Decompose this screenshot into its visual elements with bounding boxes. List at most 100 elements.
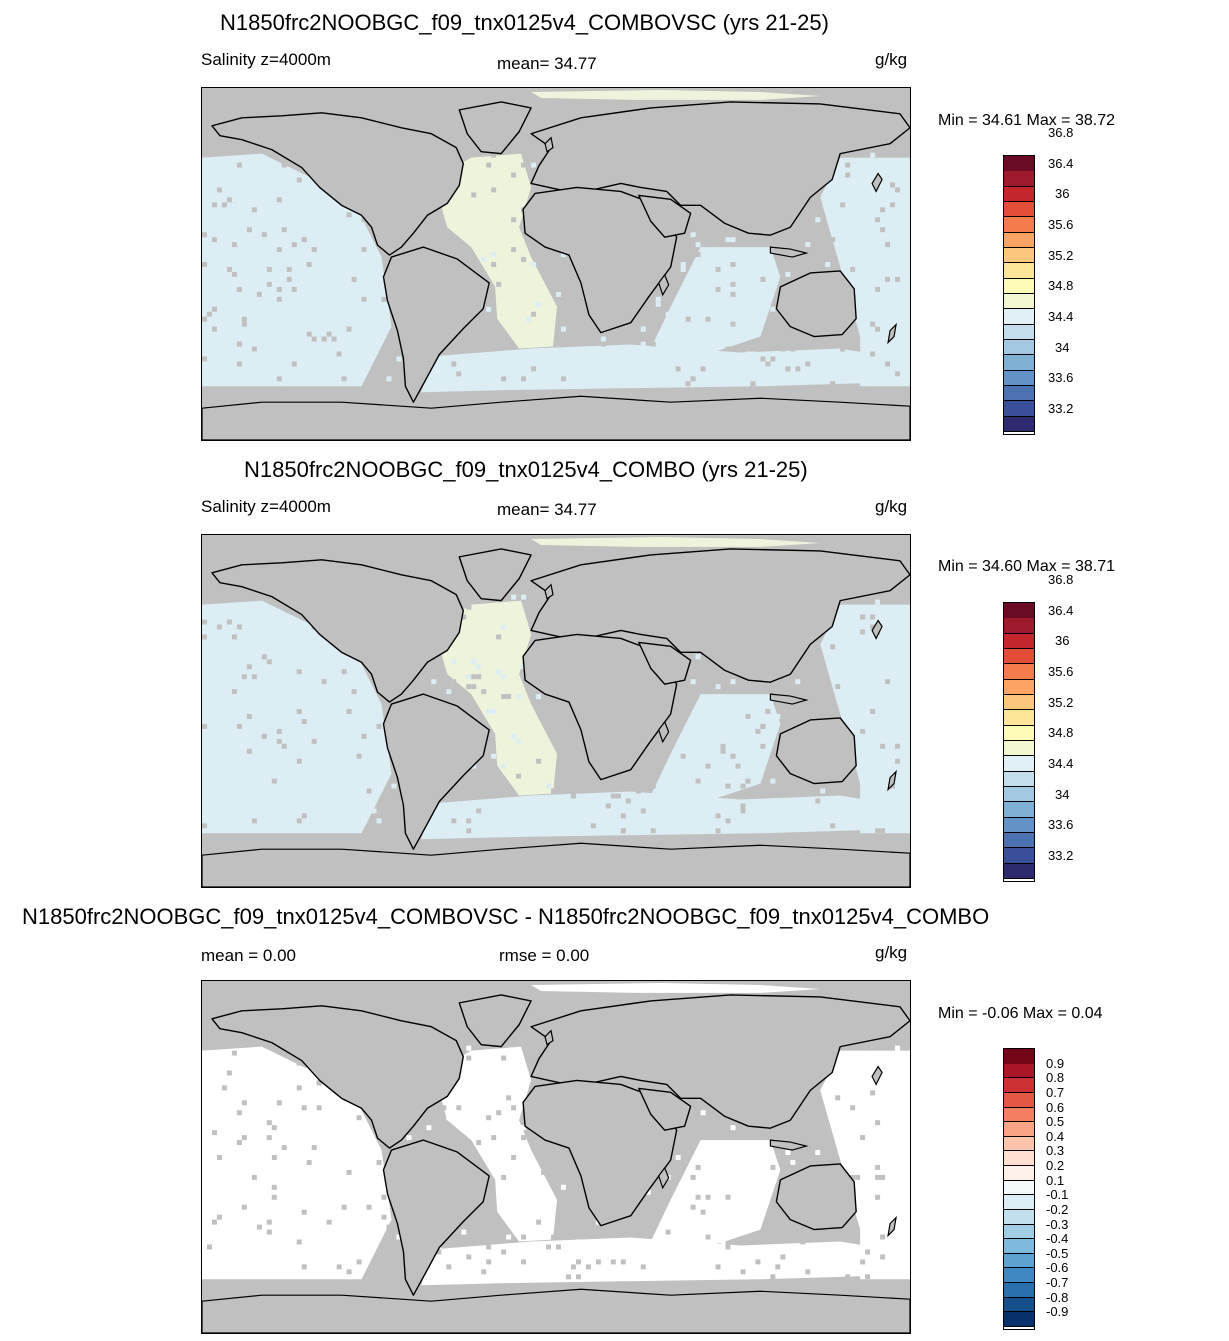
colorbar-box (1004, 232, 1034, 248)
uk-island (544, 136, 554, 153)
colorbar-tick-label: 34.8 (1048, 278, 1074, 294)
colorbar-box (1004, 401, 1034, 417)
colorbar-box (1004, 741, 1034, 757)
new-zealand-island (887, 769, 897, 792)
panel-3-rmse-label: rmse = 0.00 (499, 946, 590, 965)
colorbar-box (1004, 171, 1034, 187)
colorbar-box (1004, 1312, 1034, 1327)
colorbar-tick-label: -0.6 (1046, 1260, 1069, 1276)
colorbar-box (1004, 771, 1034, 787)
colorbar-box (1004, 1166, 1034, 1181)
panel-1-mean-label: mean= 34.77 (497, 54, 597, 73)
colorbar-box (1004, 1151, 1034, 1167)
indian-basin (650, 247, 781, 357)
colorbar-tick-label: 36.4 (1048, 602, 1074, 618)
arctic-strip (531, 982, 821, 993)
panel-2-variable-label: Salinity z=4000m (201, 497, 331, 516)
indonesia-islands (769, 246, 809, 258)
colorbar-tick-label: 0.1 (1046, 1172, 1065, 1188)
world-map-svg (202, 535, 910, 887)
new-zealand-island (887, 322, 897, 345)
colorbar-box (1004, 1107, 1034, 1123)
panel-1-minmax: Min = 34.61 Max = 38.72 (938, 112, 1115, 129)
arctic-strip (531, 89, 821, 100)
colorbar-tick-label: 0.3 (1046, 1143, 1065, 1159)
colorbar-tick-label: 0.8 (1046, 1070, 1065, 1086)
panel-1-units: g/kg (875, 50, 908, 69)
colorbar-tick-label: 35.2 (1048, 247, 1074, 263)
colorbar-box (1004, 386, 1034, 402)
arabia-landmass (638, 194, 692, 238)
colorbar-tick-label: -0.3 (1046, 1216, 1069, 1232)
colorbar-box (1004, 355, 1034, 371)
colorbar-box (1004, 186, 1034, 202)
colorbar-tick-label: 34.4 (1048, 309, 1074, 324)
pacific-basin (202, 1046, 392, 1280)
panel-1-colorbar (1003, 155, 1035, 435)
colorbar-tick-label: -0.4 (1046, 1231, 1069, 1247)
japan-island (871, 619, 883, 640)
colorbar-tick-label: -0.9 (1046, 1304, 1069, 1320)
australia-landmass (775, 1163, 857, 1231)
southern-basin (421, 791, 901, 840)
antarctica-landmass (202, 842, 910, 887)
japan-island (871, 1065, 883, 1086)
colorbar-box (1004, 248, 1034, 264)
australia-landmass (775, 717, 857, 785)
africa-landmass (522, 633, 678, 781)
colorbar-box (1004, 679, 1034, 695)
colorbar-box (1004, 725, 1034, 741)
colorbar-tick-label: -0.8 (1046, 1289, 1069, 1305)
panel-3-mean-label: mean = 0.00 (201, 946, 296, 965)
colorbar-box (1004, 633, 1034, 649)
colorbar-tick-label: 34 (1055, 339, 1070, 355)
colorbar-box (1004, 1239, 1034, 1254)
pacific-basin-east (820, 157, 910, 387)
colorbar-box (1004, 618, 1034, 634)
colorbar-box (1004, 340, 1034, 356)
africa-landmass (522, 186, 678, 334)
colorbar-tick-label: 36.8 (1048, 572, 1074, 587)
south-america-landmass (382, 693, 490, 850)
africa-landmass (522, 1079, 678, 1227)
panel-2-colorbar (1003, 602, 1035, 882)
colorbar-box (1004, 278, 1034, 294)
indonesia-islands (769, 693, 809, 705)
panel-3-map (201, 980, 911, 1334)
atlantic-basin (433, 153, 557, 349)
colorbar-box (1004, 1209, 1034, 1225)
panel-2-mean-label: mean= 34.77 (497, 500, 597, 519)
colorbar-tick-label: -0.1 (1046, 1187, 1069, 1203)
eurasia-landmass (530, 994, 910, 1129)
southern-basin (421, 1237, 901, 1286)
panel-3-colorbar (1003, 1048, 1035, 1330)
uk-island (544, 583, 554, 600)
colorbar-box (1004, 294, 1034, 310)
colorbar-tick-label: -0.2 (1046, 1201, 1069, 1217)
colorbar-box (1004, 1268, 1034, 1284)
colorbar-tick-label: -0.5 (1046, 1245, 1069, 1261)
antarctica-landmass (202, 395, 910, 440)
colorbar-box (1004, 1136, 1034, 1152)
colorbar-tick-label: 36 (1055, 633, 1070, 649)
arabia-landmass (638, 641, 692, 685)
indian-basin (650, 694, 781, 804)
colorbar-tick-label: 34.8 (1048, 725, 1074, 741)
pacific-basin (202, 153, 392, 387)
colorbar-tick-label: 36.8 (1048, 125, 1074, 140)
panel-2-title: N1850frc2NOOBGC_f09_tnx0125v4_COMBO (yrs… (244, 457, 808, 482)
colorbar-box (1004, 603, 1034, 619)
colorbar-box (1004, 863, 1034, 879)
north-america-landmass (211, 112, 464, 256)
colorbar-box (1004, 1283, 1034, 1298)
greenland-landmass (458, 101, 532, 155)
greenland-landmass (458, 994, 532, 1048)
pacific-basin-east (820, 1050, 910, 1280)
eurasia-landmass (530, 101, 910, 236)
colorbar-box (1004, 1180, 1034, 1196)
arctic-strip (531, 536, 821, 547)
colorbar-box (1004, 1092, 1034, 1108)
colorbar-tick-label: 34 (1055, 786, 1070, 802)
colorbar-box (1004, 1078, 1034, 1093)
north-america-landmass (211, 559, 464, 703)
